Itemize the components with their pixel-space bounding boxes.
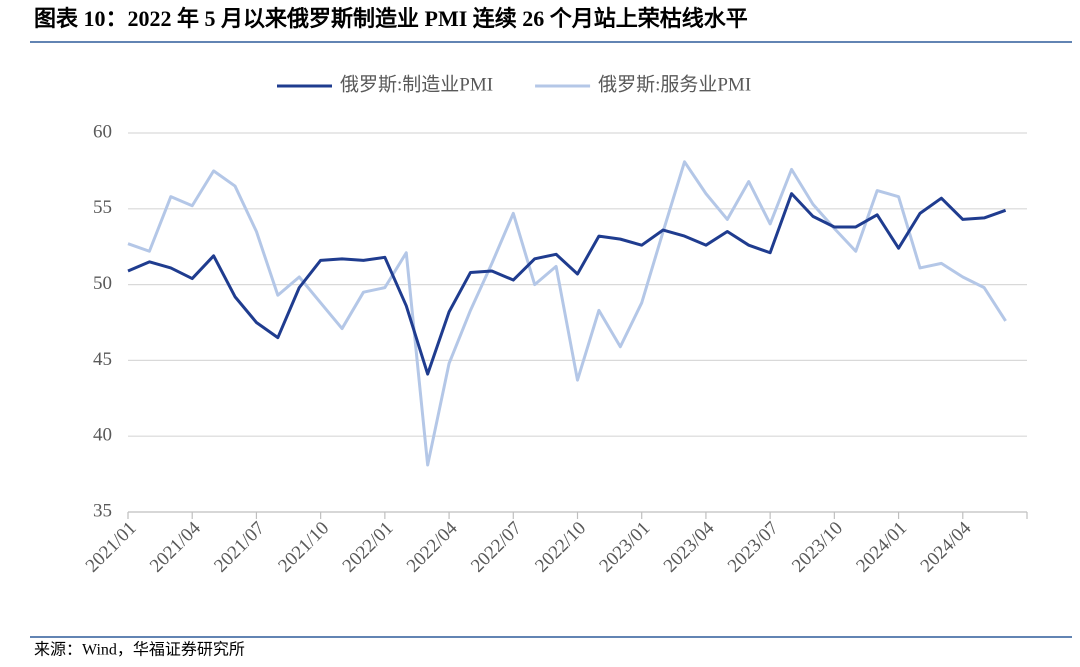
- x-tick-label: 2023/04: [660, 517, 719, 576]
- x-tick-label: 2023/07: [724, 518, 783, 577]
- y-tick-label: 55: [93, 197, 112, 218]
- legend-label: 俄罗斯:服务业PMI: [598, 73, 751, 95]
- x-tick-label: 2021/10: [274, 518, 333, 577]
- x-tick-label: 2022/07: [467, 518, 526, 577]
- y-tick-label: 50: [93, 273, 112, 294]
- x-tick-label: 2022/01: [339, 518, 398, 577]
- legend-label: 俄罗斯:制造业PMI: [340, 73, 493, 95]
- x-tick-label: 2023/01: [595, 518, 654, 577]
- chart-title: 图表 10：2022 年 5 月以来俄罗斯制造业 PMI 连续 26 个月站上荣…: [34, 6, 748, 31]
- x-tick-label: 2024/04: [917, 517, 976, 576]
- y-tick-label: 60: [93, 121, 112, 142]
- x-tick-label: 2022/04: [403, 517, 462, 576]
- y-tick-label: 35: [93, 500, 112, 521]
- source: 来源：Wind，华福证券研究所: [34, 641, 245, 659]
- y-tick-label: 40: [93, 425, 112, 446]
- x-tick-label: 2024/01: [852, 518, 911, 577]
- x-tick-label: 2021/04: [146, 517, 205, 576]
- x-tick-label: 2023/10: [788, 518, 847, 577]
- series-line: [127, 192, 1007, 376]
- x-tick-label: 2021/07: [210, 518, 269, 577]
- x-tick-label: 2021/01: [82, 518, 141, 577]
- y-tick-label: 45: [93, 349, 112, 370]
- x-tick-label: 2022/10: [531, 518, 590, 577]
- series-line: [127, 160, 1007, 467]
